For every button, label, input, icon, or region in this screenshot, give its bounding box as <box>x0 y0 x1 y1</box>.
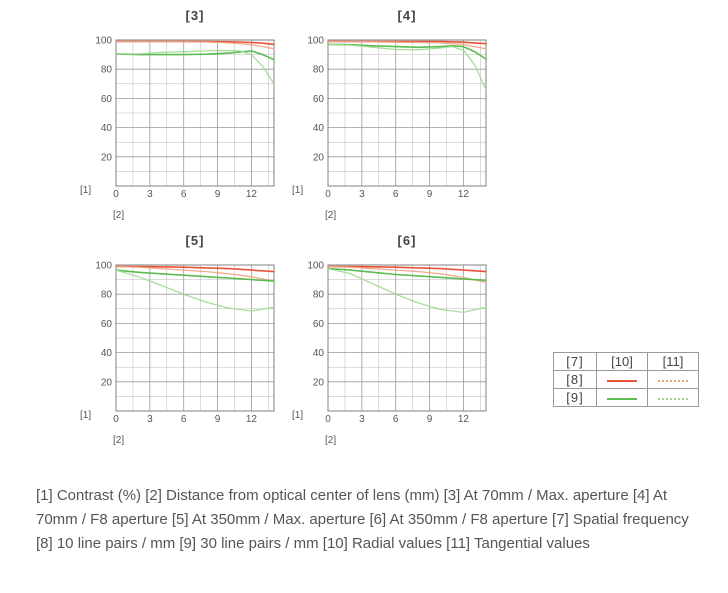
chart-panel-2: [4] 20 40 60 80 100 0 3 6 9 12 [1] [2] <box>292 8 487 221</box>
y-axis-label: [1] <box>80 185 91 196</box>
y-tick-label: 80 <box>101 65 113 76</box>
y-tick-label: 100 <box>307 36 324 47</box>
x-axis-label: [2] <box>325 435 336 446</box>
y-tick-label: 20 <box>101 377 113 388</box>
x-axis-label: [2] <box>325 210 336 221</box>
chart-panel-3: [5] 20 40 60 80 100 0 3 6 9 12 [1] [2] <box>80 233 275 446</box>
chart-title: [3] <box>186 8 205 23</box>
y-tick-label: 100 <box>307 261 324 272</box>
series-line-tangential-10 <box>115 265 275 282</box>
x-axis-label: [2] <box>113 435 124 446</box>
series-line-tangential-10 <box>327 265 487 284</box>
x-tick-label: 6 <box>181 414 187 425</box>
y-axis-label: [1] <box>292 410 303 421</box>
y-tick-label: 40 <box>313 123 325 134</box>
y-tick-label: 20 <box>313 152 325 163</box>
y-tick-label: 100 <box>95 261 112 272</box>
chart-title: [4] <box>398 8 417 23</box>
x-tick-label: 3 <box>359 189 365 200</box>
series-line-tangential-30 <box>115 49 275 85</box>
x-tick-label: 0 <box>325 189 331 200</box>
series-line-radial-30 <box>115 269 275 282</box>
legend-tangential-header: [11] <box>647 352 699 371</box>
x-tick-label: 6 <box>393 414 399 425</box>
y-tick-label: 60 <box>101 94 113 105</box>
chart-title: [5] <box>186 233 205 248</box>
legend-swatch-tangential-30 <box>658 397 688 400</box>
x-tick-label: 12 <box>246 414 258 425</box>
figure-caption: [1] Contrast (%) [2] Distance from optic… <box>36 487 689 552</box>
y-tick-label: 20 <box>101 152 113 163</box>
y-tick-label: 80 <box>313 65 325 76</box>
x-tick-label: 9 <box>215 189 221 200</box>
chart-frame <box>327 39 487 187</box>
y-tick-label: 40 <box>101 348 113 359</box>
series-line-tangential-30 <box>115 269 275 312</box>
chart-panel-4: [6] 20 40 60 80 100 0 3 6 9 12 [1] [2] <box>292 233 487 446</box>
legend-radial-header: [10] <box>596 352 648 371</box>
series-line-radial-30 <box>327 43 487 60</box>
y-tick-label: 80 <box>313 290 325 301</box>
series-line-radial-10 <box>327 265 487 273</box>
x-tick-label: 6 <box>181 189 187 200</box>
y-tick-label: 60 <box>313 319 325 330</box>
series-line-tangential-30 <box>327 267 487 314</box>
x-tick-label: 9 <box>427 414 433 425</box>
series-line-radial-30 <box>115 50 275 61</box>
y-tick-label: 60 <box>313 94 325 105</box>
series-line-tangential-30 <box>327 43 487 91</box>
legend-row-30lp: [9] <box>553 388 597 407</box>
y-tick-label: 40 <box>101 123 113 134</box>
y-tick-label: 60 <box>101 319 113 330</box>
series-line-radial-30 <box>327 267 487 282</box>
legend-table: [7] [10] [11] [8] [9] <box>553 352 699 407</box>
series-line-radial-10 <box>115 265 275 273</box>
x-tick-label: 12 <box>246 189 258 200</box>
legend-spatial-frequency-header: [7] <box>553 352 597 371</box>
x-tick-label: 6 <box>393 189 399 200</box>
legend-swatch-radial-30 <box>607 397 637 400</box>
x-tick-label: 12 <box>458 189 470 200</box>
y-axis-label: [1] <box>292 185 303 196</box>
legend-swatch-tangential-10 <box>658 379 688 382</box>
chart-frame <box>327 264 487 412</box>
x-tick-label: 0 <box>325 414 331 425</box>
chart-title: [6] <box>398 233 417 248</box>
x-axis-label: [2] <box>113 210 124 221</box>
series-line-tangential-10 <box>327 40 487 50</box>
series-line-tangential-10 <box>115 40 275 50</box>
x-tick-label: 9 <box>215 414 221 425</box>
y-tick-label: 100 <box>95 36 112 47</box>
x-tick-label: 3 <box>147 189 153 200</box>
y-tick-label: 80 <box>101 290 113 301</box>
x-tick-label: 3 <box>359 414 365 425</box>
x-tick-label: 0 <box>113 414 119 425</box>
y-tick-label: 40 <box>313 348 325 359</box>
legend-swatch-radial-10 <box>607 379 637 382</box>
chart-frame <box>115 39 275 187</box>
chart-panel-1: [3] 20 40 60 80 100 0 3 6 9 12 [1] [2] <box>80 8 275 221</box>
y-tick-label: 20 <box>313 377 325 388</box>
x-tick-label: 12 <box>458 414 470 425</box>
chart-frame <box>115 264 275 412</box>
x-tick-label: 3 <box>147 414 153 425</box>
y-axis-label: [1] <box>80 410 91 421</box>
x-tick-label: 9 <box>427 189 433 200</box>
legend-row-10lp: [8] <box>553 370 597 389</box>
x-tick-label: 0 <box>113 189 119 200</box>
